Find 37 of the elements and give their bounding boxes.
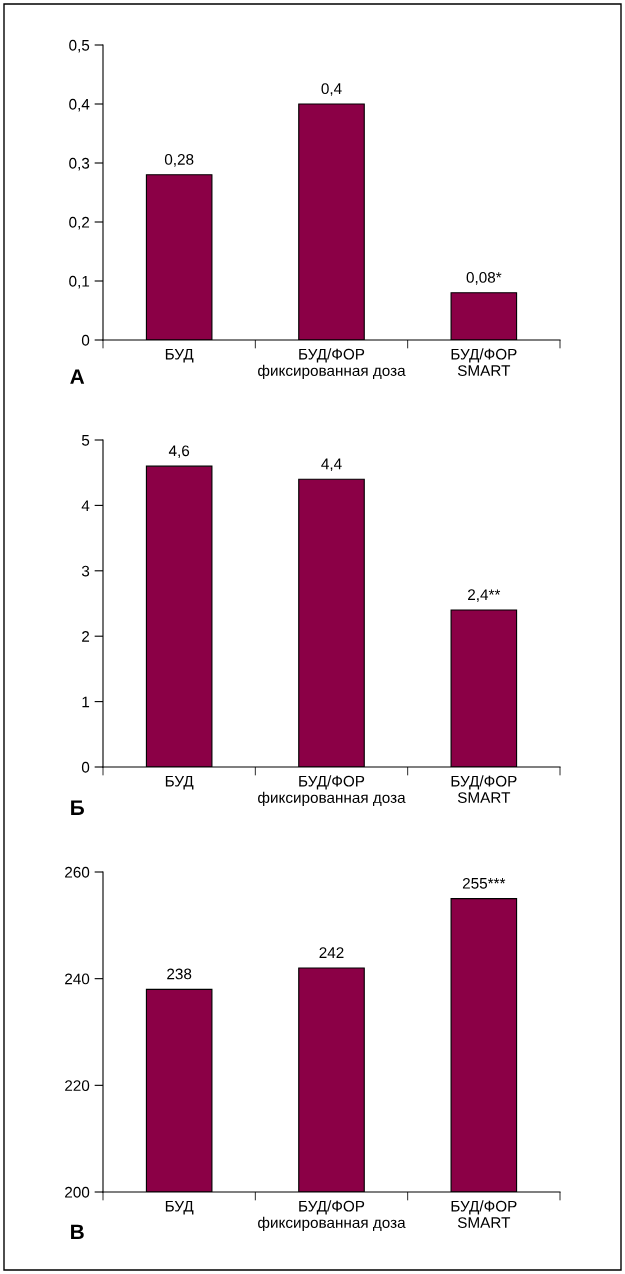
y-tick-label: 4 [81,500,90,511]
y-tick-label: 1 [82,696,90,708]
data-label: 2,4** [468,589,501,602]
x-tick-label: БУД/ФОР SMART [451,775,517,804]
y-tick-label: 0,1 [69,275,90,289]
y-tick-label: 260 [65,866,90,878]
x-tick-label: БУД/ФОР SMART [451,1200,517,1229]
x-tick-label: БУД [165,348,194,363]
y-tick-label: 0,2 [69,216,90,230]
y-tick-label: 2 [82,631,90,642]
y-tick-label: 0 [81,761,90,773]
y-tick-label: 0,4 [69,98,90,112]
y-tick-label: 200 [65,1186,90,1198]
data-label: 4,4 [321,458,342,472]
x-tick-label: БУД/ФОР SMART [451,348,517,377]
x-tick-label: БУД [165,1200,194,1215]
data-label: 0,28 [164,154,194,167]
x-tick-label: БУД/ФОР фиксированная доза [258,775,406,807]
x-tick-label: БУД/ФОР фиксированная доза [258,1200,406,1232]
x-tick-label: БУД/ФОР фиксированная доза [258,348,406,380]
text: В [71,1224,84,1239]
y-tick-label: 0,3 [69,157,90,171]
data-label: 255*** [462,877,506,889]
y-tick-label: 0 [81,334,90,346]
data-label: 242 [319,947,344,958]
data-label: 0,4 [321,83,342,96]
data-label: 238 [167,968,192,980]
text: Б [71,800,84,815]
y-tick-label: 240 [65,973,90,985]
y-tick-label: 5 [81,435,90,446]
y-tick-label: 3 [81,565,90,577]
y-tick-label: 220 [65,1080,90,1092]
data-label: 4,6 [168,445,190,458]
text: А [70,369,85,384]
y-tick-label: 0,5 [69,39,90,53]
data-label: 0,08* [466,272,502,285]
x-tick-label: БУД [165,775,194,790]
